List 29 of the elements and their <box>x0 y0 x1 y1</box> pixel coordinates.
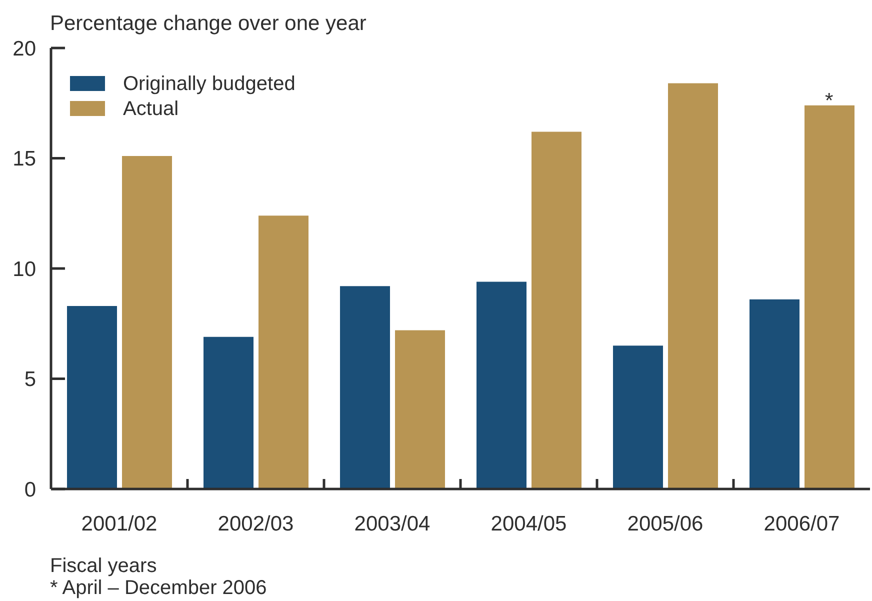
legend-label: Actual <box>123 98 179 120</box>
bar <box>804 105 854 489</box>
x-tick-label: 2005/06 <box>627 512 704 536</box>
bar <box>532 132 582 489</box>
text: * April – December 2006 <box>50 577 267 599</box>
annotation: * <box>825 89 834 112</box>
y-tick-label: 10 <box>12 258 36 281</box>
x-tick-label: 2003/04 <box>354 512 431 536</box>
y-tick-label: 15 <box>12 148 36 171</box>
bar <box>395 330 445 489</box>
y-tick-label: 20 <box>12 37 36 60</box>
y-tick-label: 0 <box>24 478 36 502</box>
bar <box>258 216 308 489</box>
y-tick-label: 5 <box>24 368 36 392</box>
bar <box>67 306 117 489</box>
x-tick-label: 2004/05 <box>490 512 567 536</box>
y-axis-title: Percentage change over one year <box>50 12 366 35</box>
bar <box>476 282 526 489</box>
bar <box>340 286 390 489</box>
bar <box>613 346 663 489</box>
x-axis-title: Fiscal years <box>50 555 157 577</box>
bar <box>204 336 254 489</box>
x-tick-label: 2001/02 <box>81 512 158 536</box>
x-tick-label: 2006/07 <box>764 512 840 536</box>
bar <box>122 156 172 489</box>
bar <box>750 299 800 489</box>
legend-label: Originally budgeted <box>123 72 296 94</box>
bar <box>668 83 718 489</box>
x-tick-label: 2002/03 <box>218 512 294 536</box>
